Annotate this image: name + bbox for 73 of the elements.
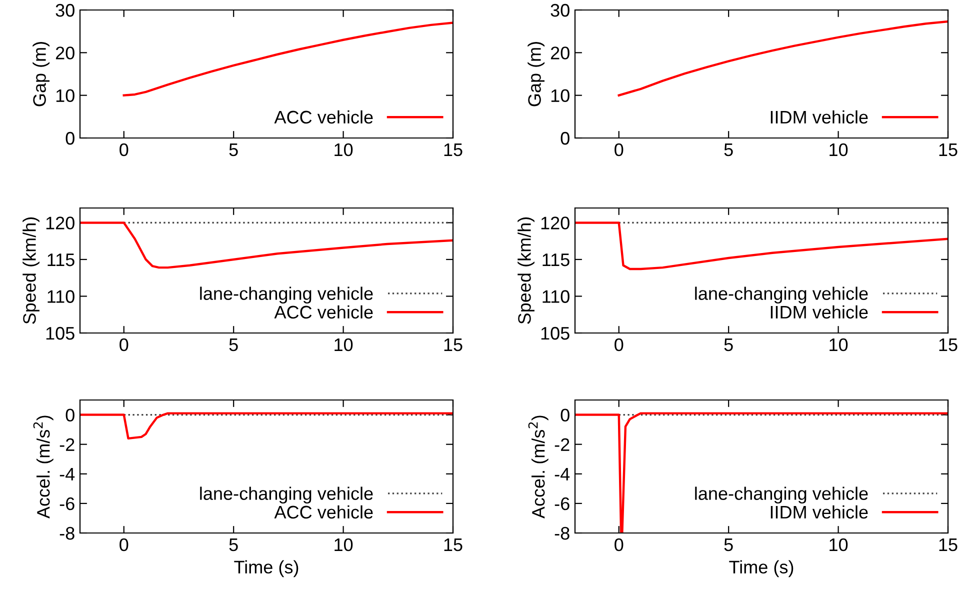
x-axis-title: Time (s) — [234, 560, 298, 578]
x-tick-label: 5 — [229, 538, 238, 552]
y-tick-label: -6 — [60, 497, 74, 510]
y-tick-label: -2 — [554, 438, 570, 451]
x-tick-label: 10 — [830, 338, 848, 352]
y-tick-label: -4 — [60, 468, 75, 480]
y-tick-label: 0 — [66, 408, 74, 422]
y-tick-label: -8 — [60, 526, 74, 540]
legend-label: IIDM vehicle — [770, 505, 868, 519]
x-tick-label: 10 — [334, 143, 353, 156]
y-tick-label: 20 — [550, 46, 570, 60]
y-tick-label: -8 — [554, 526, 570, 540]
legend-label: lane-changing vehicle — [200, 486, 373, 504]
x-tick-label: 15 — [939, 338, 958, 352]
y-tick-label: 110 — [48, 290, 74, 303]
y-axis-title: Gap (m) — [32, 42, 50, 106]
y-axis-title: Accel. (m/s$^{2}$) — [33, 416, 54, 519]
legend-label: ACC vehicle — [274, 110, 373, 124]
x-tick-label: 10 — [334, 338, 353, 352]
y-tick-label: 10 — [56, 89, 74, 102]
line-series — [618, 20, 948, 96]
x-tick-label: 15 — [444, 144, 462, 156]
y-tick-label: -2 — [60, 438, 74, 451]
x-tick-label: 15 — [444, 538, 462, 552]
y-tick-label: -6 — [554, 497, 570, 510]
legend-label: lane-changing vehicle — [200, 286, 373, 304]
y-tick-label: -4 — [554, 468, 570, 480]
legend-label: lane-changing vehicle — [695, 286, 868, 304]
y-tick-label: 30 — [56, 4, 74, 17]
x-tick-label: 5 — [724, 338, 733, 352]
x-tick-label: 5 — [724, 144, 733, 156]
y-tick-label: 20 — [56, 46, 74, 60]
y-axis-title: Speed (km/h) — [518, 217, 534, 324]
x-tick-label: 15 — [939, 144, 958, 156]
x-tick-label: 10 — [830, 538, 848, 552]
y-tick-label: 30 — [550, 4, 570, 17]
legend-label: IIDM vehicle — [770, 305, 868, 319]
y-tick-label: 0 — [560, 132, 570, 145]
x-tick-label: 0 — [120, 143, 128, 156]
legend-label: IIDM vehicle — [770, 110, 868, 124]
x-axis-title: Time (s) — [729, 560, 794, 578]
y-tick-label: 105 — [46, 326, 74, 340]
x-tick-label: 0 — [120, 338, 128, 352]
x-tick-label: 5 — [229, 338, 238, 352]
line-series — [575, 222, 948, 270]
x-tick-label: 15 — [444, 338, 462, 352]
y-axis-title: Gap (m) — [528, 42, 544, 106]
line-series — [80, 412, 453, 440]
y-tick-label: 110 — [542, 290, 570, 303]
y-axis-title: Accel. (m/s$^{2}$) — [528, 416, 548, 519]
y-tick-label: 105 — [541, 326, 570, 340]
y-tick-label: 120 — [46, 216, 74, 230]
legend-label: lane-changing vehicle — [695, 486, 868, 504]
y-tick-label: 0 — [560, 408, 570, 422]
x-tick-label: 0 — [614, 338, 624, 352]
x-tick-label: 5 — [229, 144, 238, 156]
x-tick-label: 0 — [614, 143, 624, 156]
y-axis-title: Speed (km/h) — [22, 217, 40, 324]
legend-label: ACC vehicle — [274, 505, 373, 519]
x-tick-label: 10 — [334, 538, 353, 552]
x-tick-label: 15 — [939, 538, 958, 552]
x-tick-label: 10 — [830, 143, 848, 156]
legend-label: ACC vehicle — [274, 305, 373, 319]
y-tick-label: 10 — [551, 89, 570, 102]
y-tick-label: 115 — [48, 254, 74, 266]
y-tick-label: 120 — [541, 216, 570, 230]
y-tick-label: 115 — [542, 254, 570, 266]
line-series — [80, 222, 453, 269]
x-tick-label: 5 — [724, 538, 733, 552]
y-tick-label: 0 — [66, 132, 74, 145]
line-series — [122, 22, 453, 96]
x-tick-label: 0 — [614, 538, 624, 552]
x-tick-label: 0 — [120, 538, 128, 552]
